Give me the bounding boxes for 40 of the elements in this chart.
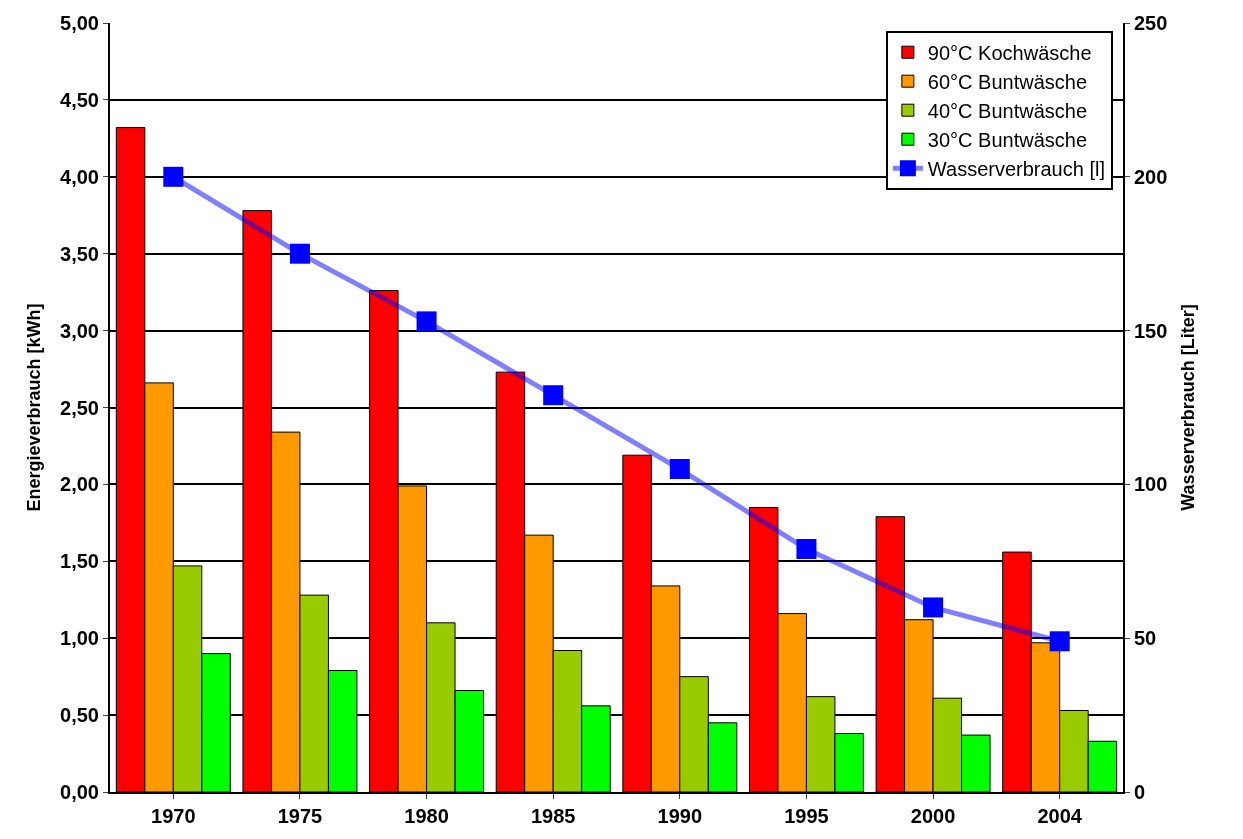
x-tick-label: 2000 [910, 805, 956, 827]
legend-label: 90°C Kochwäsche [927, 41, 1092, 64]
legend-label: Wasserverbrauch [l] [927, 157, 1105, 180]
y-tick-label: 5,00 [60, 12, 99, 34]
y2-tick-label: 50 [1134, 627, 1157, 650]
legend-label: 30°C Buntwäsche [927, 128, 1088, 151]
point [543, 385, 564, 406]
point [923, 597, 944, 618]
y2-tick-label: 0 [1134, 781, 1146, 803]
x-tick-label: 1970 [151, 805, 196, 827]
y-tick-label: 0,50 [60, 704, 99, 727]
point [1049, 631, 1070, 652]
y2-axis-title: Wasserverbrauch [Liter] [1177, 304, 1198, 511]
y-tick-label: 4,50 [60, 88, 99, 111]
y-axis-title: Energieverbrauch [kWh] [23, 303, 44, 512]
x-tick-label: 1985 [530, 805, 576, 827]
y-tick-label: 1,00 [60, 627, 99, 650]
legend-label: 60°C Buntwäsche [927, 70, 1088, 93]
x-tick-label: 2004 [1037, 805, 1083, 827]
y2-tick-label: 100 [1134, 473, 1168, 496]
point [796, 539, 817, 559]
point [289, 243, 310, 264]
x-tick-label: 1975 [277, 805, 323, 827]
x-tick-label: 1990 [657, 805, 703, 827]
x-tick-label: 1980 [404, 805, 449, 827]
y2-tick-label: 150 [1134, 319, 1168, 342]
point [416, 311, 437, 332]
y-tick-label: 2,50 [60, 396, 99, 419]
y-tick-label: 4,00 [60, 165, 99, 188]
y-tick-label: 2,00 [60, 473, 99, 496]
y-tick-label: 3,50 [60, 242, 99, 265]
y2-tick-label: 200 [1134, 165, 1168, 188]
y-tick-label: 0,00 [60, 781, 99, 803]
legend-label: 40°C Buntwäsche [927, 99, 1088, 122]
y-tick-label: 3,00 [60, 319, 99, 342]
x-tick-label: 1995 [784, 805, 829, 827]
point [163, 166, 184, 187]
y-tick-label: 1,50 [60, 550, 99, 573]
y2-tick-label: 250 [1134, 12, 1168, 34]
point [669, 459, 690, 480]
